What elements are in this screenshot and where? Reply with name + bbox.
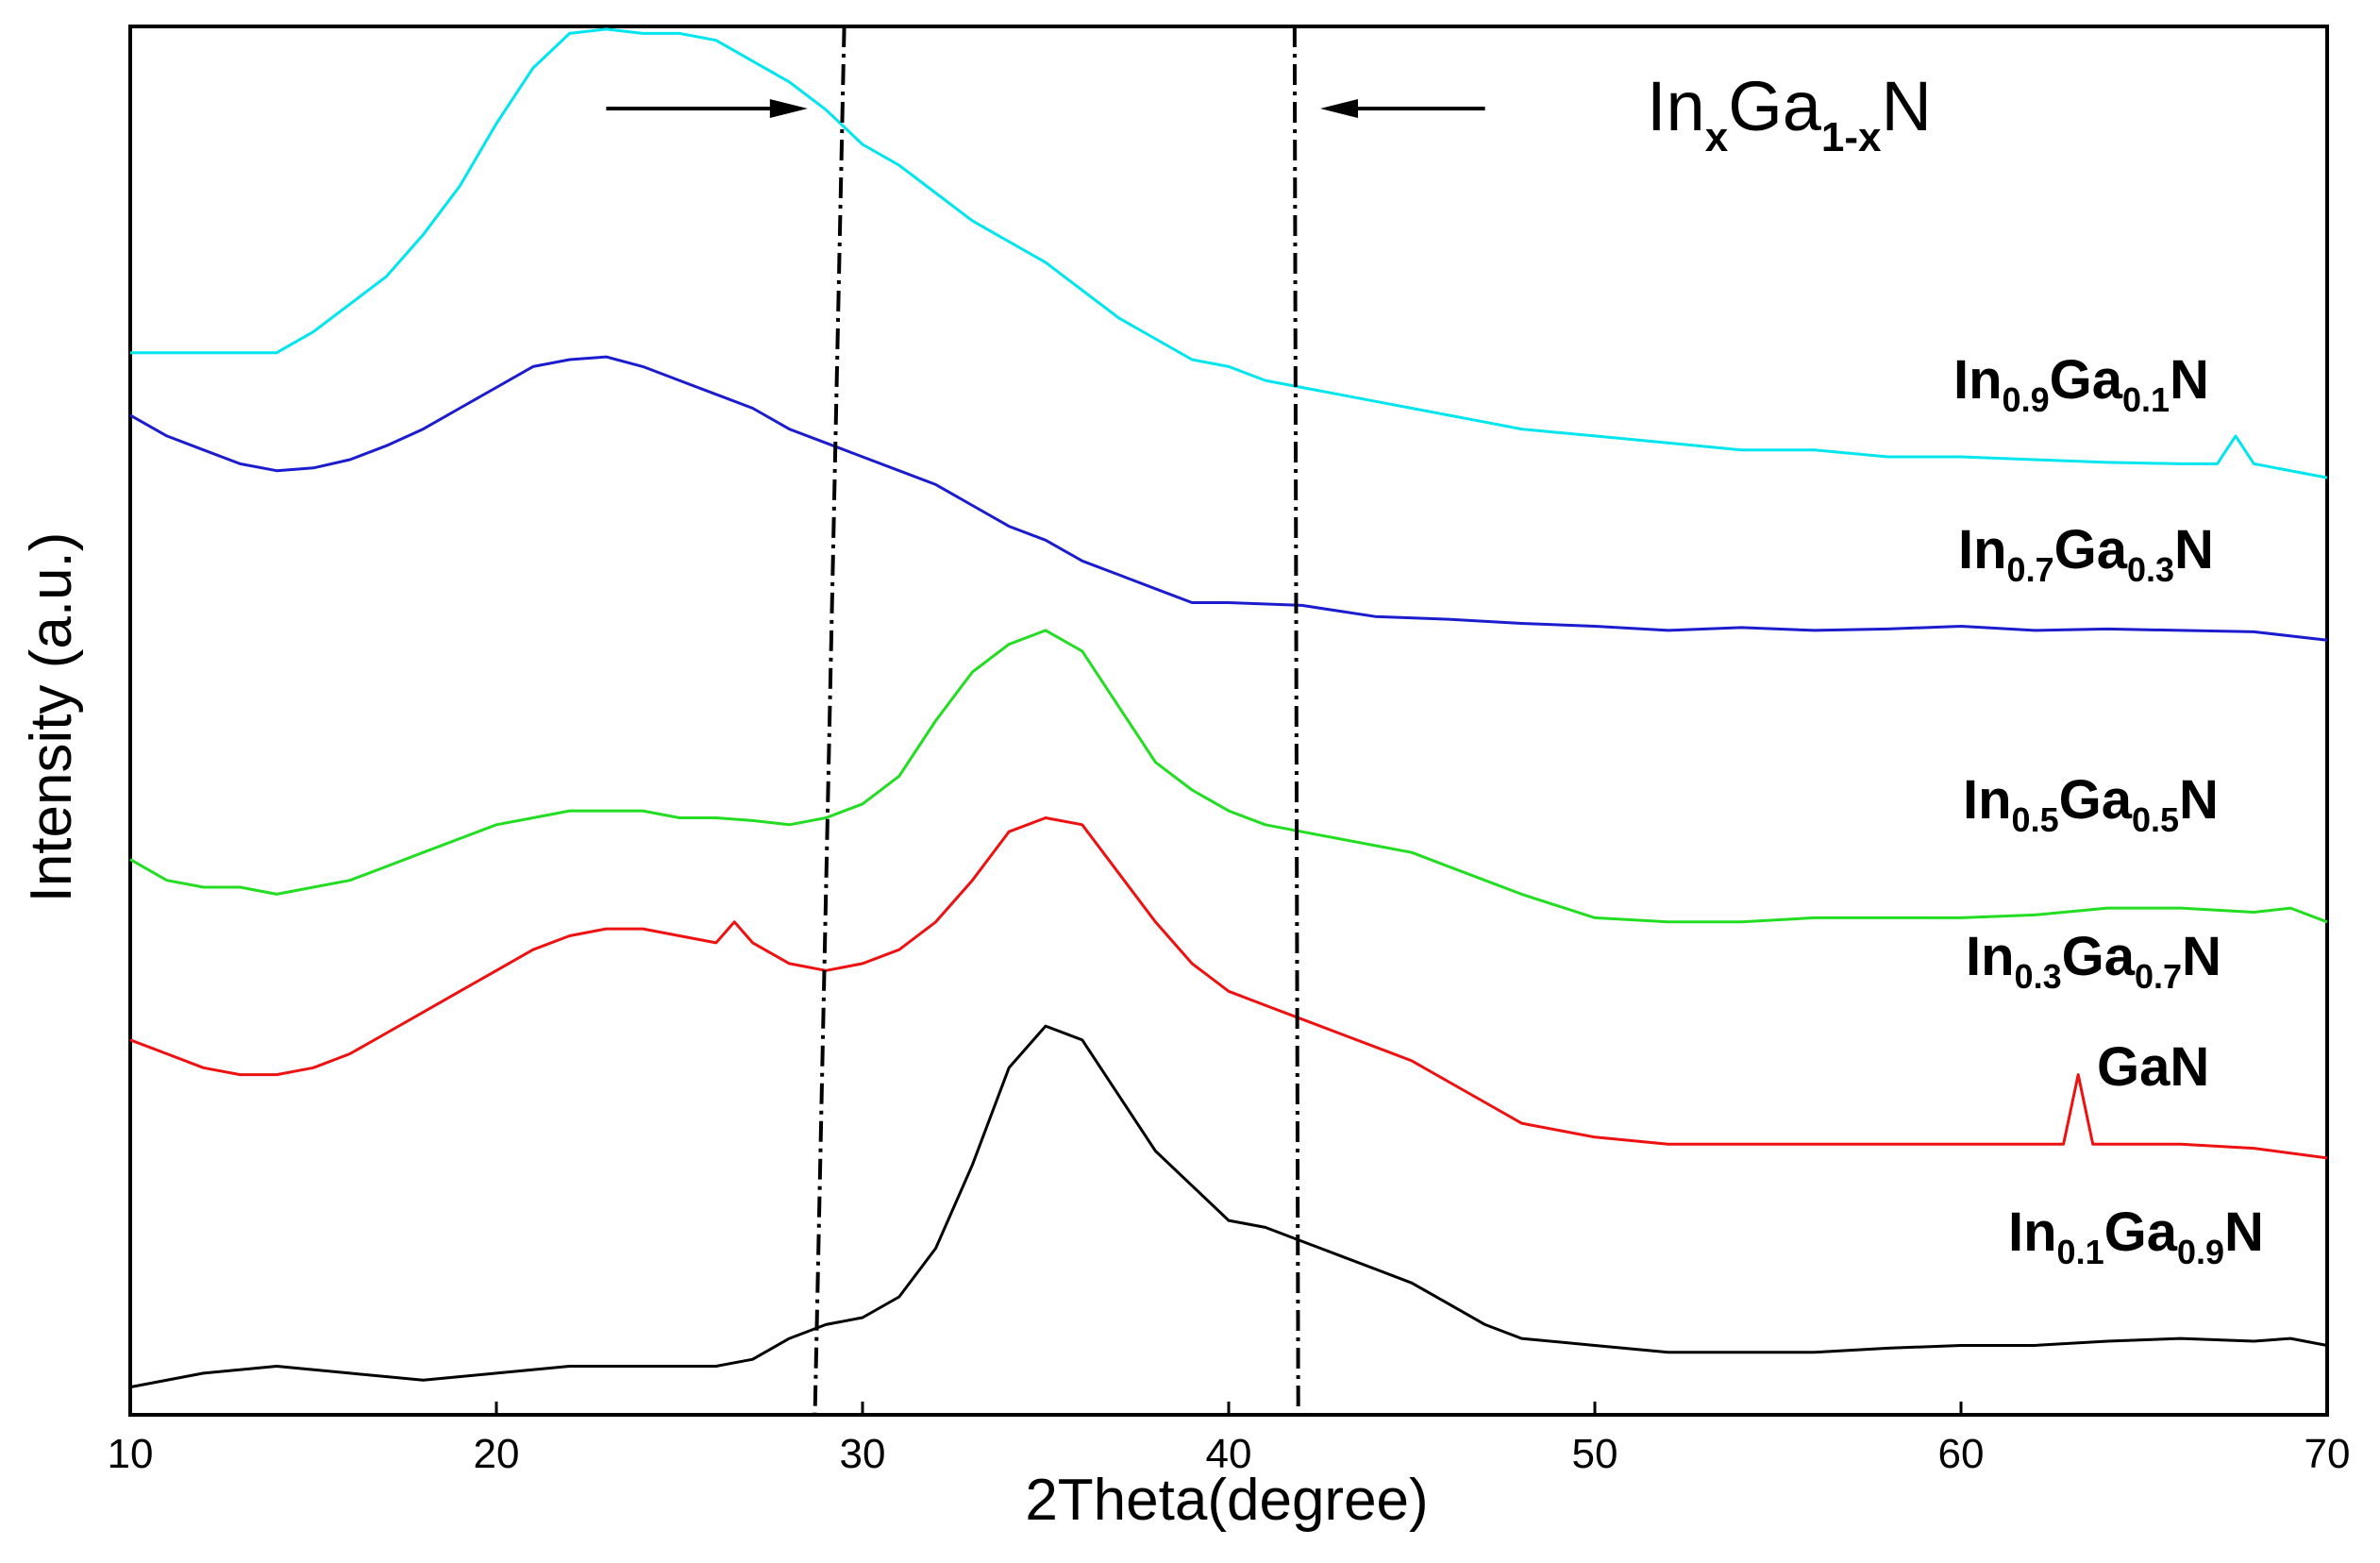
x-axis-label: 2Theta(degree) (1025, 1468, 1428, 1533)
series-line-in03ga07n (129, 816, 2328, 1160)
shift-arrow-left (1320, 99, 1485, 118)
x-tick-label: 50 (1572, 1431, 1618, 1477)
shift-arrows (606, 99, 1485, 118)
series-line-in09ga01n (130, 27, 2328, 479)
reference-line-2 (1292, 25, 1300, 1416)
reference-line-1 (813, 25, 846, 1416)
x-tick-label: 30 (840, 1431, 886, 1477)
series-line-in07ga03n (129, 355, 2328, 642)
label-in07ga03n: In0.7Ga0.3N (1958, 519, 2214, 589)
label-gan: GaN (2097, 1036, 2209, 1098)
label-in09ga01n: In0.9Ga0.1N (1953, 349, 2209, 419)
x-tick-label: 70 (2305, 1431, 2351, 1477)
x-tick-label: 20 (474, 1431, 520, 1477)
plot-frame (128, 25, 2329, 1417)
series-line-gan (129, 1024, 2328, 1389)
label-in03ga07n: In0.3Ga0.7N (1966, 926, 2221, 996)
series-line-in05ga05n (129, 629, 2328, 924)
label-in05ga05n: In0.5Ga0.5N (1963, 769, 2219, 839)
x-tick-label: 10 (108, 1431, 154, 1477)
x-tick-label: 60 (1938, 1431, 1985, 1477)
shift-arrow-right (606, 99, 808, 118)
reference-lines (813, 25, 1300, 1416)
y-axis-label: Intensity (a.u.) (19, 532, 84, 903)
series-layer (129, 27, 2328, 1389)
x-axis-ticks: 10 20 30 40 50 60 70 (108, 1402, 2351, 1477)
label-in01ga09n: In0.1Ga0.9N (2008, 1202, 2264, 1271)
arrow-head (1320, 99, 1358, 118)
formula-annotation: InxGa1-xN (1647, 67, 1932, 160)
x-tick-label: 40 (1206, 1431, 1252, 1477)
arrow-head (769, 99, 808, 118)
